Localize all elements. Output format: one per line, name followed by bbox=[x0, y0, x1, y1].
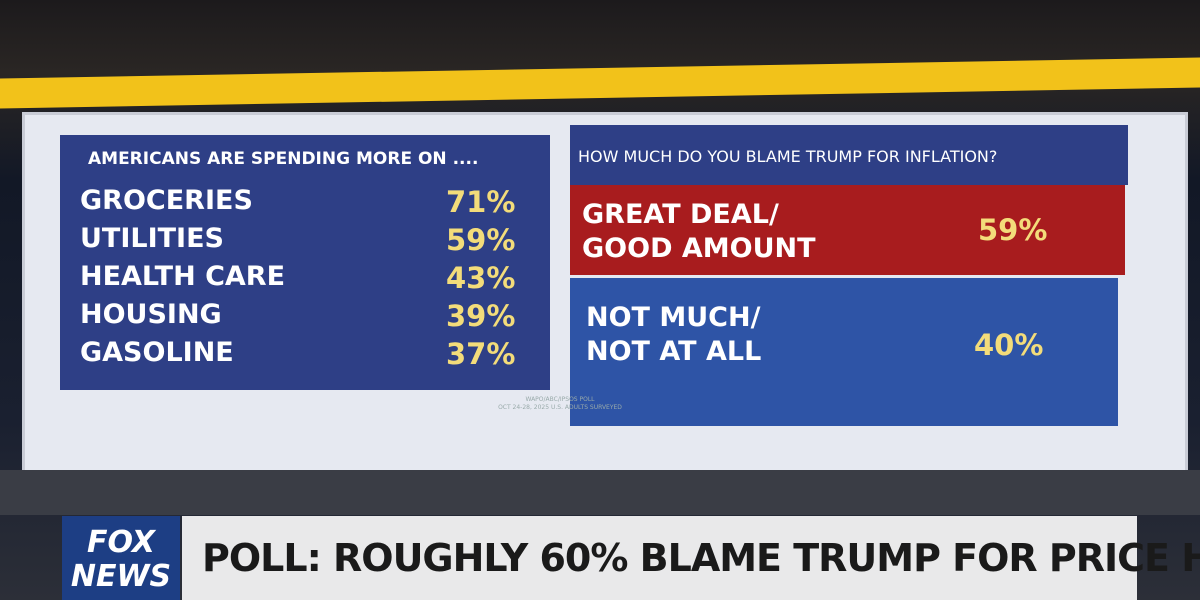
item-label: GASOLINE bbox=[80, 337, 234, 368]
item-value: 71% bbox=[446, 185, 516, 219]
item-label: HEALTH CARE bbox=[80, 261, 286, 292]
option-value: 59% bbox=[978, 213, 1048, 247]
item-label: UTILITIES bbox=[80, 223, 224, 254]
fox-logo: FOX NEWS bbox=[62, 516, 180, 600]
item-value: 37% bbox=[446, 337, 516, 371]
stage-floor bbox=[0, 470, 1200, 515]
right-header: HOW MUCH DO YOU BLAME TRUMP FOR INFLATIO… bbox=[570, 125, 1128, 185]
source-line: OCT 24-28, 2025 U.S. ADULTS SURVEYED bbox=[498, 404, 622, 411]
source-note: WAPO/ABC/IPSOS POLL OCT 24-28, 2025 U.S.… bbox=[470, 396, 650, 412]
option-not-much: NOT MUCH/ NOT AT ALL 40% bbox=[570, 278, 1118, 426]
item-value: 39% bbox=[446, 299, 516, 333]
item-label: HOUSING bbox=[80, 299, 222, 330]
option-label: GREAT DEAL/ bbox=[582, 199, 779, 230]
source-line: WAPO/ABC/IPSOS POLL bbox=[525, 396, 595, 403]
option-great-deal: GREAT DEAL/ GOOD AMOUNT 59% bbox=[570, 185, 1125, 275]
headline: POLL: ROUGHLY 60% BLAME TRUMP FOR PRICE … bbox=[202, 536, 1200, 580]
left-title: AMERICANS ARE SPENDING MORE ON .... bbox=[88, 149, 479, 169]
right-title: HOW MUCH DO YOU BLAME TRUMP FOR INFLATIO… bbox=[578, 147, 998, 166]
option-label: NOT MUCH/ bbox=[586, 302, 761, 333]
left-panel: AMERICANS ARE SPENDING MORE ON .... GROC… bbox=[60, 135, 550, 390]
option-value: 40% bbox=[974, 328, 1044, 362]
item-value: 59% bbox=[446, 223, 516, 257]
logo-text: FOX bbox=[86, 525, 156, 560]
option-label: GOOD AMOUNT bbox=[582, 233, 816, 264]
logo-text: NEWS bbox=[70, 559, 172, 594]
item-value: 43% bbox=[446, 261, 516, 295]
headline-bar: POLL: ROUGHLY 60% BLAME TRUMP FOR PRICE … bbox=[182, 516, 1200, 600]
item-label: GROCERIES bbox=[80, 185, 253, 216]
yellow-stripe bbox=[0, 57, 1200, 109]
option-label: NOT AT ALL bbox=[586, 336, 762, 367]
